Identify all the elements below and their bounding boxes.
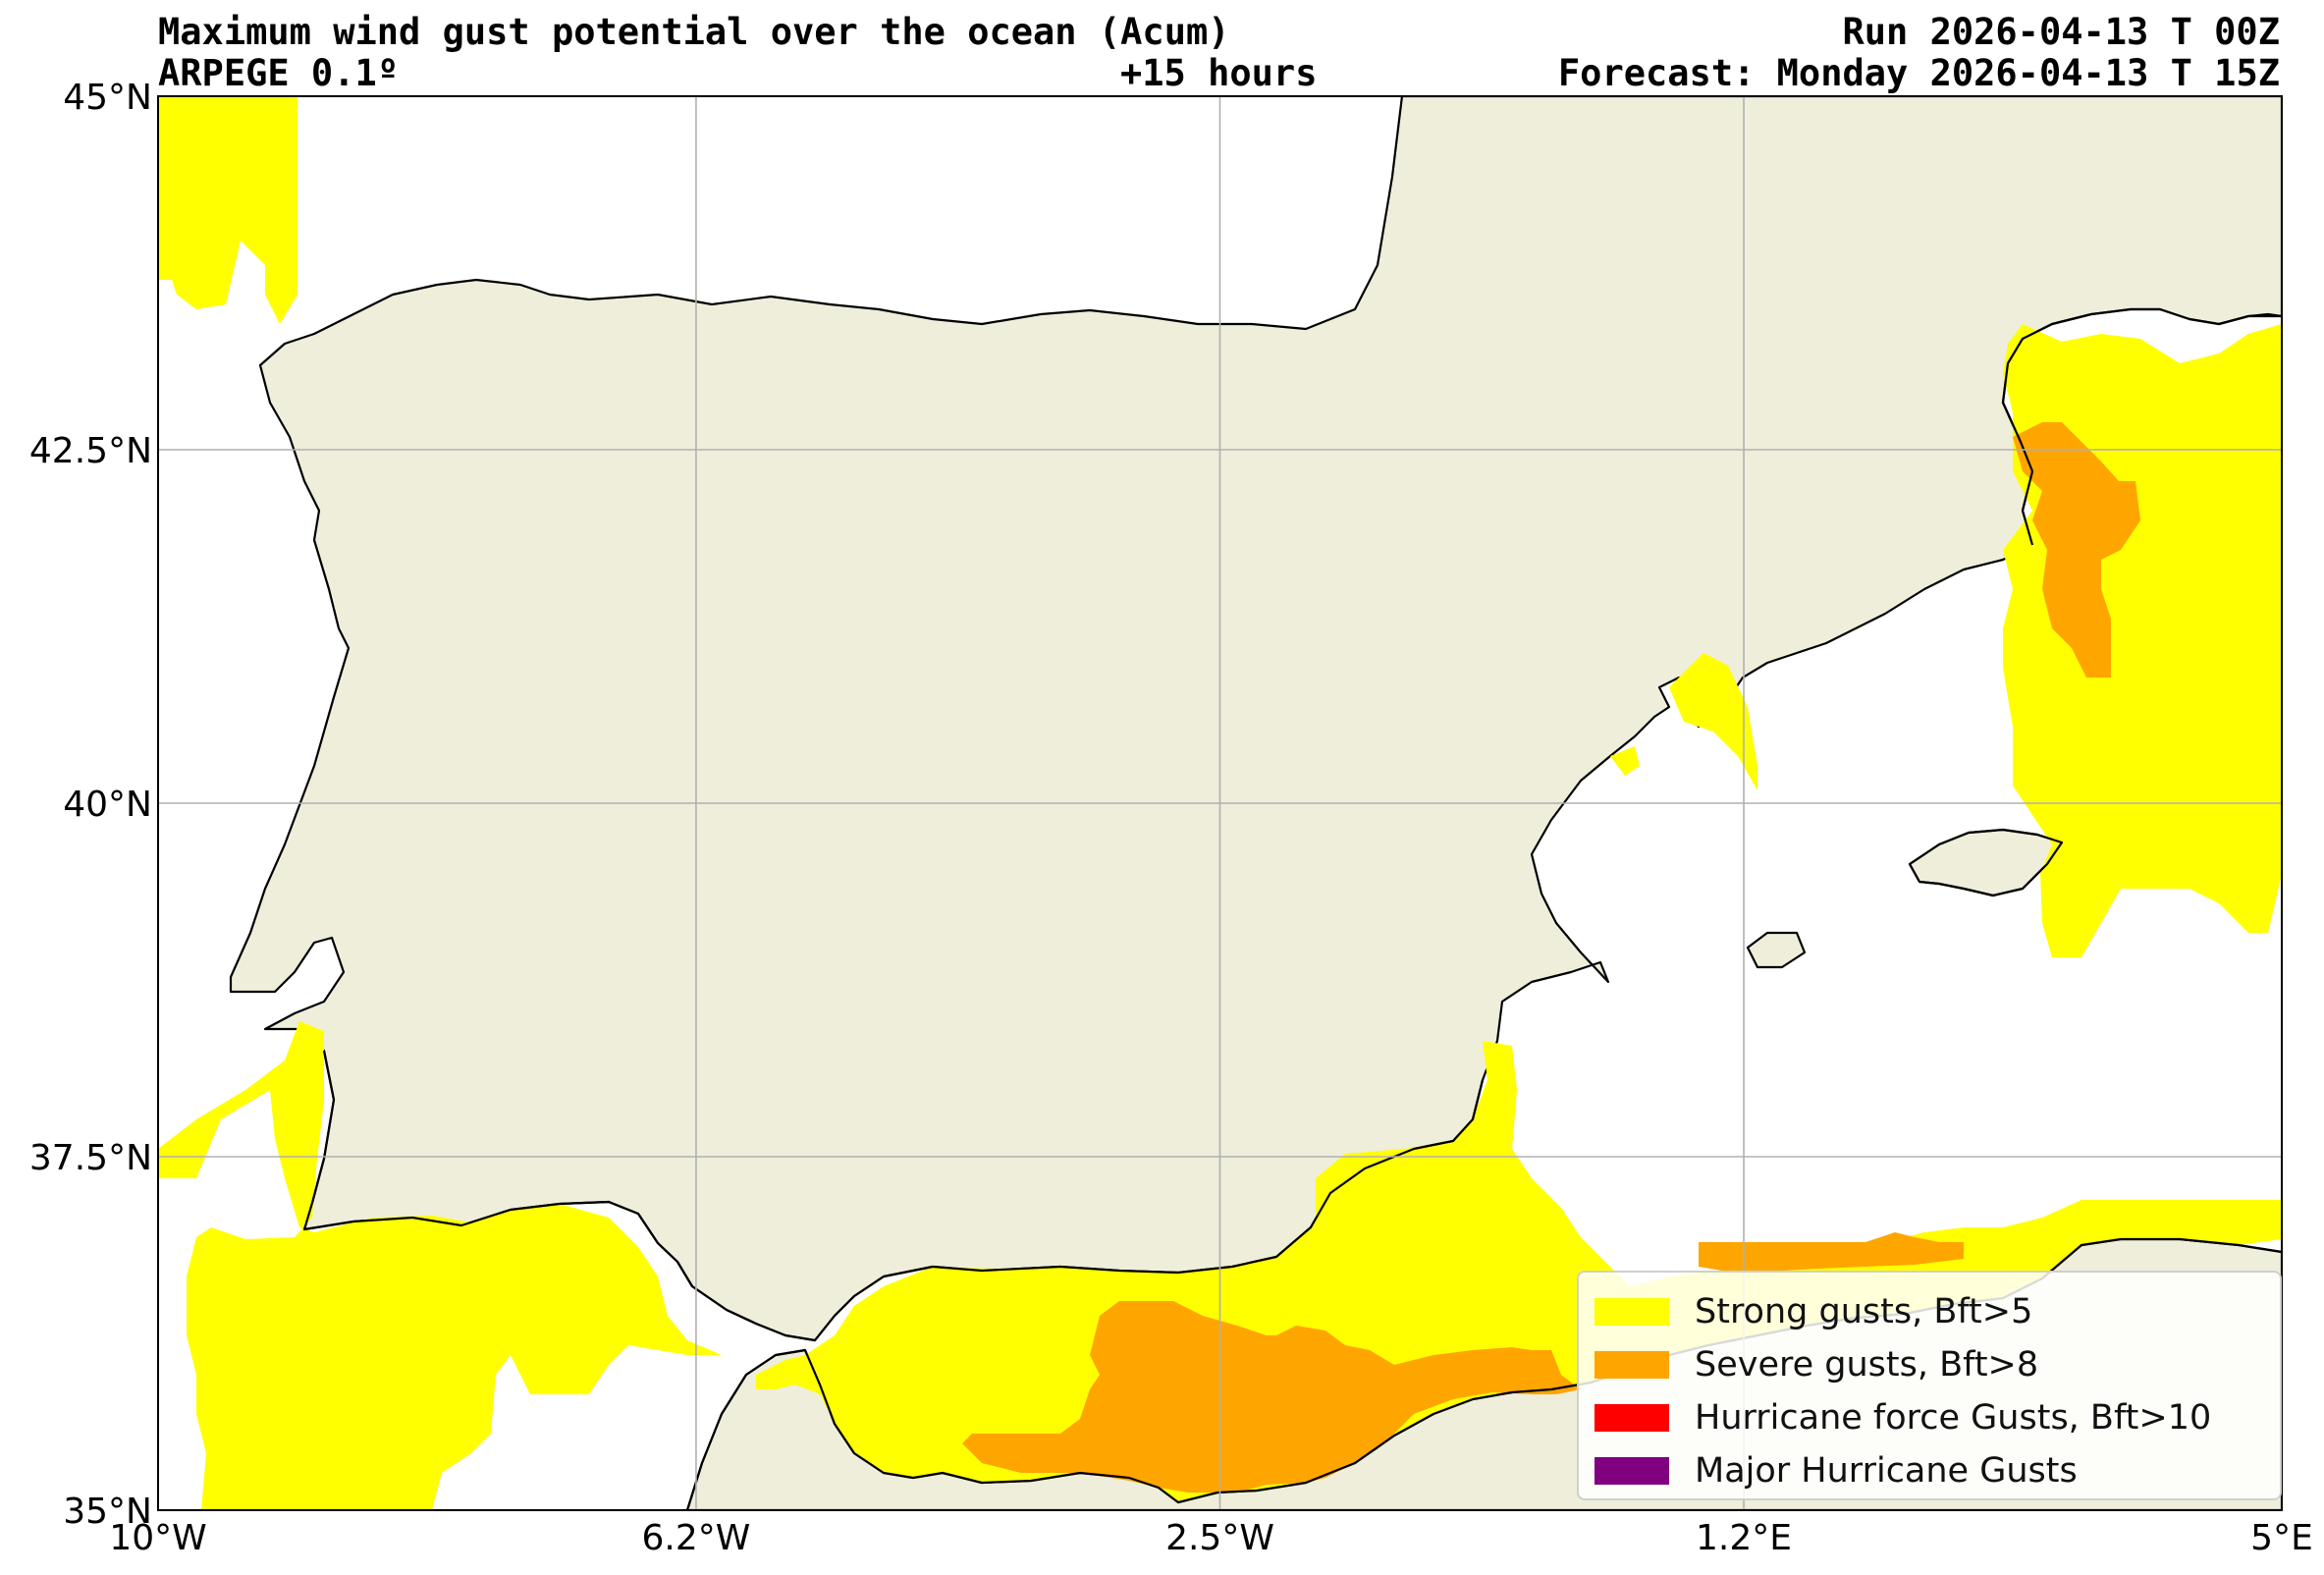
latitude-axis: 45°N 42.5°N 40°N 37.5°N 35°N	[29, 78, 152, 1532]
legend-label: Hurricane force Gusts, Bft>10	[1695, 1398, 2212, 1438]
latitude-tick-label: 42.5°N	[29, 431, 152, 471]
longitude-tick-label: 1.2°E	[1696, 1518, 1792, 1558]
legend-swatch	[1594, 1404, 1669, 1432]
legend-item-major-hurricane-gusts: Major Hurricane Gusts	[1594, 1451, 2078, 1491]
model-name: ARPEGE 0.1º	[158, 52, 400, 94]
lead-time: +15 hours	[1120, 52, 1318, 94]
legend-swatch	[1594, 1457, 1669, 1485]
run-time: Run 2026-04-13 T 00Z	[1842, 11, 2280, 53]
legend-swatch	[1594, 1351, 1669, 1379]
legend: Strong gusts, Bft>5 Severe gusts, Bft>8 …	[1577, 1271, 2282, 1500]
legend-item-severe-gusts: Severe gusts, Bft>8	[1594, 1345, 2038, 1385]
map-title: Maximum wind gust potential over the oce…	[158, 11, 1230, 53]
longitude-tick-label: 10°W	[109, 1518, 206, 1558]
legend-label: Strong gusts, Bft>5	[1695, 1292, 2033, 1331]
legend-swatch	[1594, 1298, 1669, 1326]
severe-gust-areas	[962, 422, 2140, 1493]
longitude-tick-label: 6.2°W	[642, 1518, 751, 1558]
latitude-tick-label: 37.5°N	[29, 1138, 152, 1178]
latitude-tick-label: 35°N	[63, 1492, 152, 1532]
longitude-tick-label: 2.5°W	[1165, 1518, 1274, 1558]
legend-item-hurricane-gusts: Hurricane force Gusts, Bft>10	[1594, 1398, 2211, 1438]
legend-label: Severe gusts, Bft>8	[1695, 1345, 2039, 1385]
forecast-time: Forecast: Monday 2026-04-13 T 15Z	[1557, 52, 2280, 94]
longitude-axis: 10°W 6.2°W 2.5°W 1.2°E 5°E	[109, 1518, 2313, 1558]
longitude-tick-label: 5°E	[2250, 1518, 2313, 1558]
legend-label: Major Hurricane Gusts	[1695, 1451, 2078, 1491]
latitude-tick-label: 45°N	[63, 78, 152, 118]
map-frame	[157, 95, 2283, 1511]
ibiza-island	[1746, 931, 1807, 969]
gridlines	[158, 96, 2282, 1510]
latitude-tick-label: 40°N	[63, 785, 152, 825]
legend-item-strong-gusts: Strong gusts, Bft>5	[1594, 1292, 2032, 1331]
